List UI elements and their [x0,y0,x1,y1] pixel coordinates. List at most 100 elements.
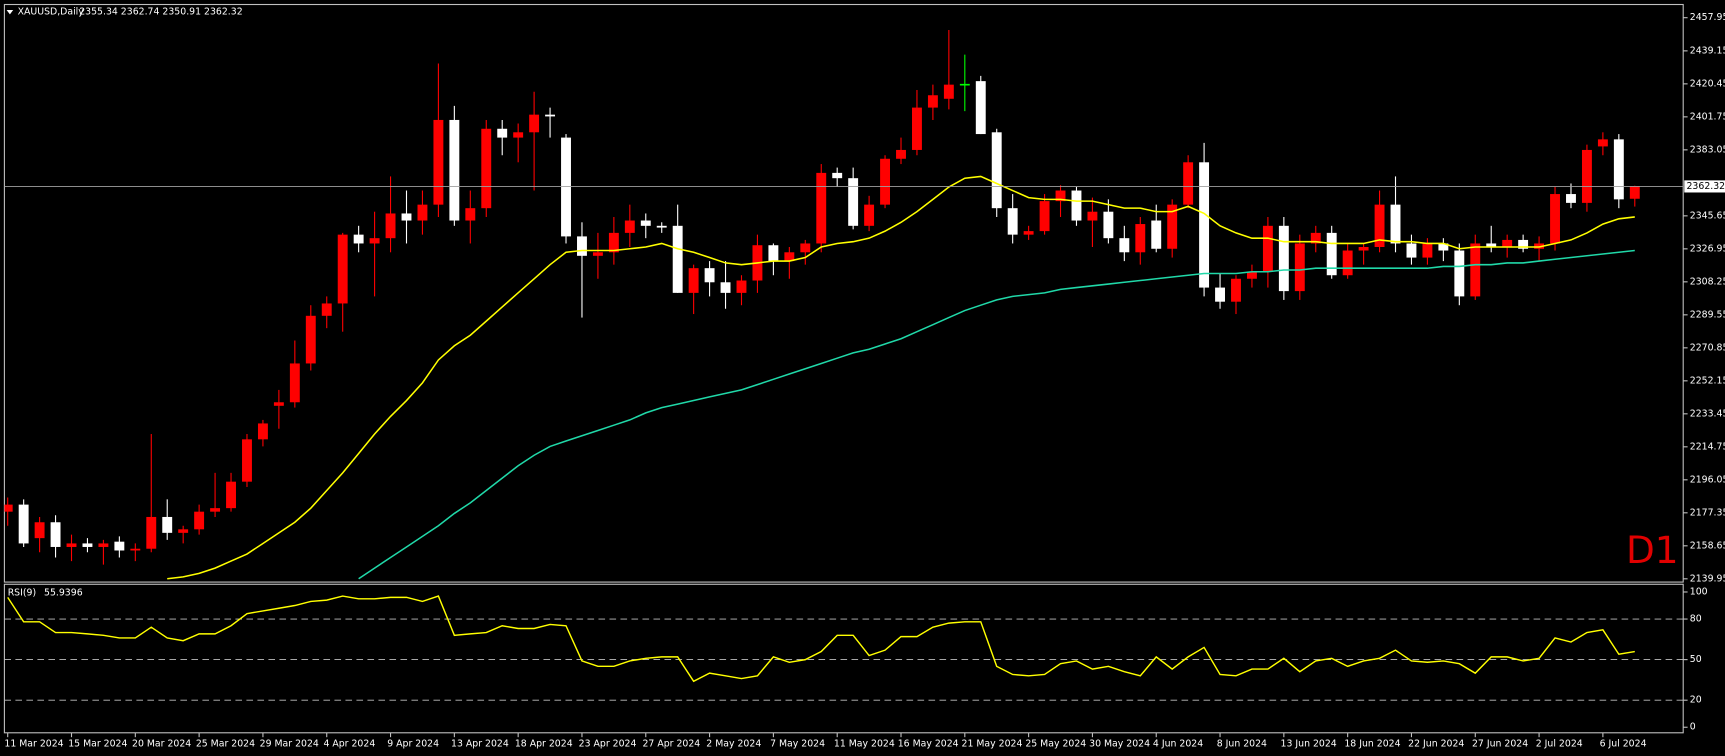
x-tick-label: 21 May 2024 [962,738,1023,749]
candle-body [433,119,444,205]
y-tick-label: 2196.05 [1690,474,1725,485]
y-tick-label: 2233.45 [1690,408,1725,419]
candle-body [1422,243,1433,258]
candle-body [784,252,795,262]
x-tick-label: 23 Apr 2024 [579,738,637,749]
candle-body [1167,204,1178,249]
candle-body [337,234,348,304]
candle-body [1390,204,1401,244]
candle-body [848,178,859,226]
y-tick-label: 80 [1690,614,1702,625]
candle-body [1518,239,1529,249]
moving-average-line [358,249,1635,580]
candle-body [592,252,603,256]
y-tick-label: 2289.55 [1690,309,1725,320]
candle-body [561,137,571,237]
y-tick-label: 2177.35 [1690,507,1725,518]
candle-body [1231,278,1241,302]
candle-body [800,243,811,253]
y-tick-label: 2252.15 [1690,375,1725,386]
candle-body [991,132,1002,209]
candle-body [1566,194,1576,203]
candle-body [1262,225,1273,272]
candle-body [720,282,731,293]
x-tick-label: 18 Apr 2024 [515,738,573,749]
y-tick-label: 2383.05 [1690,144,1725,155]
candle-body [178,529,189,533]
candle-body [768,245,779,262]
x-tick-label: 11 May 2024 [834,738,895,749]
candle-body [82,543,93,547]
candle-body [1310,232,1321,244]
main-plot [4,29,1684,580]
candle-body [896,149,906,159]
candle-body [273,402,284,406]
candle-body [465,208,476,221]
candle-body [1007,208,1018,235]
timeframe-label: D1 [1626,528,1679,572]
y-tick-label: 2420.45 [1690,78,1725,89]
candle-body [34,522,45,539]
candle-body [114,541,125,551]
candle-body [1470,243,1481,297]
x-tick-label: 22 Jun 2024 [1408,738,1464,749]
candle-body [880,158,891,205]
candle-body [832,172,843,179]
rsi-pane [3,583,1684,734]
candle-body [975,81,986,135]
candle-body [1087,211,1098,221]
candle-body [545,114,556,117]
candle-body [257,423,268,440]
y-tick-label: 2457.95 [1690,12,1725,23]
candle-body [704,268,715,283]
candle-body [1246,271,1257,279]
y-tick-label: 2139.95 [1690,573,1725,584]
candle-body [226,481,236,509]
candle-body [385,213,396,239]
candle-body [194,511,205,530]
candle-body [1039,201,1050,232]
candle-body [1534,243,1545,249]
candle-body [640,220,651,226]
candle-body [66,543,77,547]
candle-body [1438,243,1449,251]
candle-body [513,132,524,138]
y-tick-label: 2308.25 [1690,276,1725,287]
x-tick-label: 2 May 2024 [706,738,761,749]
candle-body [656,225,667,228]
candle-body [688,268,699,293]
x-tick-label: 4 Apr 2024 [323,738,375,749]
y-tick-label: 50 [1690,654,1702,665]
candle-body [353,234,364,244]
candle-body [289,363,300,403]
x-tick-label: 7 May 2024 [770,738,825,749]
candle-body [1342,250,1353,276]
x-tick-label: 15 Mar 2024 [68,738,127,749]
candle-body [816,172,827,244]
current-price-tag [1684,180,1725,193]
candle-body [1119,238,1130,253]
candle-body [736,280,747,293]
rsi-title: RSI(9) [8,588,36,599]
candle-body [1629,186,1640,199]
x-tick-label: 16 May 2024 [898,738,959,749]
x-tick-label: 11 Mar 2024 [4,738,63,749]
candle-body [1454,250,1465,297]
candle-body [1151,220,1162,249]
y-tick-label: 2439.15 [1690,45,1725,56]
x-tick-label: 2 Jul 2024 [1536,738,1583,749]
x-tick-label: 20 Mar 2024 [132,738,191,749]
candle-body [401,213,412,221]
candle-body [242,439,252,482]
candle-body [321,303,332,316]
menu-triangle[interactable] [6,10,14,15]
candle-body [1103,211,1114,239]
candle-body [1294,243,1305,292]
x-tick-label: 8 Jun 2024 [1217,738,1267,749]
candle-body [864,204,875,226]
y-tick-label: 100 [1690,586,1708,597]
y-tick-label: 0 [1690,722,1696,733]
candle-body [1613,139,1624,200]
